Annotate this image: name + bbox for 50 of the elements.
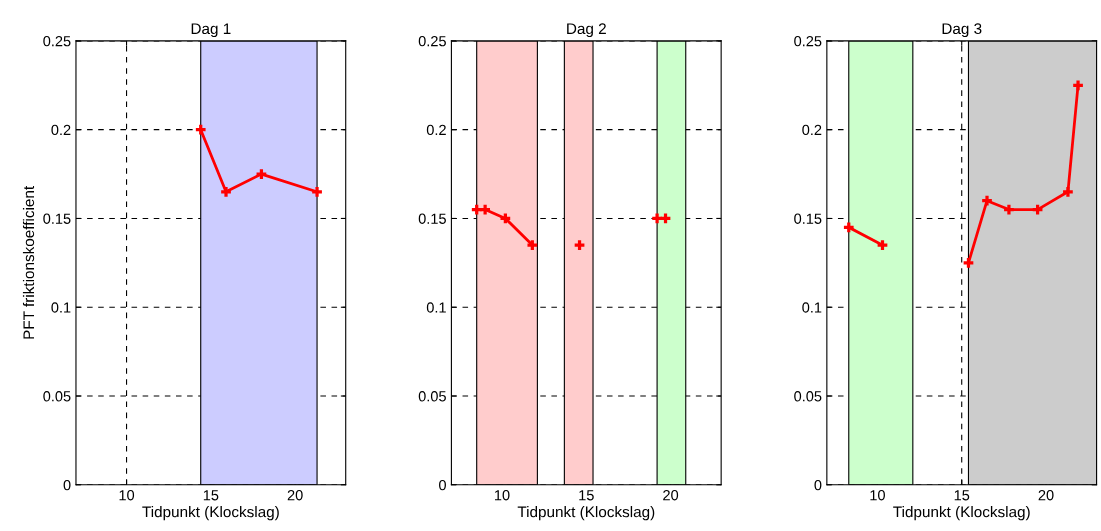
x-tick-label: 10 — [494, 490, 510, 501]
y-tick-label: 0.25 — [418, 35, 446, 47]
y-tick-label: 0.15 — [43, 213, 71, 224]
y-tick-label: 0.1 — [426, 302, 446, 313]
y-tick-label: 0.25 — [43, 35, 71, 47]
x-axis-title: Tidpunkt (Klockslag) — [893, 506, 1030, 521]
point — [500, 213, 511, 224]
point — [843, 222, 854, 233]
point — [1073, 80, 1083, 91]
x-tick-label: 20 — [663, 490, 679, 501]
y-tick-label: 0.05 — [794, 391, 822, 402]
point — [480, 204, 490, 215]
y-axis-title: PFT friktionskoefficient — [22, 185, 35, 339]
chart-title: Dag 2 — [567, 23, 606, 38]
point — [963, 257, 974, 268]
y-tick-label: 0.2 — [802, 124, 822, 136]
y-tick-label: 0 — [63, 479, 71, 491]
x-tick-label: 10 — [870, 490, 885, 501]
point — [221, 186, 231, 197]
x-tick-label: 15 — [203, 490, 219, 501]
point — [195, 124, 206, 135]
x-tick-label: 20 — [1038, 490, 1054, 501]
x-tick-label: 10 — [119, 490, 135, 501]
point — [527, 240, 538, 250]
y-tick-label: 0.05 — [43, 391, 71, 402]
point — [1063, 186, 1073, 197]
y-tick-label: 0.1 — [51, 302, 71, 313]
point — [574, 240, 585, 250]
point — [877, 240, 888, 250]
y-tick-label: 0.05 — [418, 391, 446, 402]
y-tick-label: 0 — [439, 479, 446, 491]
x-tick-label: 20 — [287, 490, 303, 501]
point — [982, 195, 992, 206]
x-axis-title: Tidpunkt (Klockslag) — [517, 506, 655, 521]
x-tick-label: 15 — [954, 490, 970, 501]
y-tick-label: 0.15 — [418, 213, 446, 224]
chart-title: Dag 1 — [191, 23, 231, 38]
point — [652, 213, 662, 224]
y-tick-label: 0.1 — [802, 302, 822, 313]
y-tick-label: 0.25 — [794, 35, 822, 47]
x-tick-label: 15 — [579, 490, 594, 501]
x-axis-title: Tidpunkt (Klockslag) — [142, 506, 279, 521]
point — [312, 186, 322, 197]
point — [1004, 204, 1014, 215]
chart-title: Dag 3 — [942, 23, 982, 38]
y-tick-label: 0 — [814, 479, 822, 491]
y-tick-label: 0.2 — [51, 124, 71, 136]
y-tick-label: 0.2 — [426, 124, 446, 136]
point — [256, 169, 267, 179]
y-tick-label: 0.15 — [794, 213, 822, 224]
